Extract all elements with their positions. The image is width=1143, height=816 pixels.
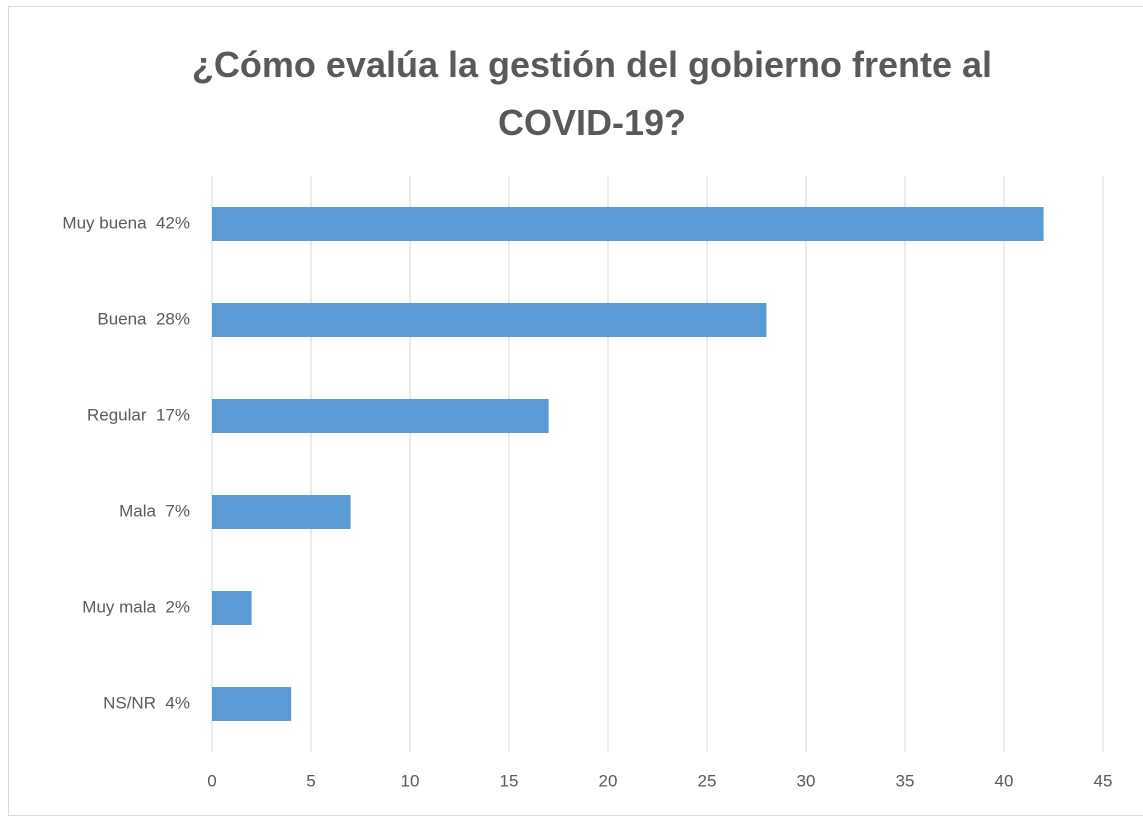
- bar: [212, 687, 292, 721]
- chart-title: ¿Cómo evalúa la gestión del gobierno fre…: [191, 44, 993, 143]
- bar: [212, 591, 252, 625]
- x-tick-label: 15: [500, 771, 519, 790]
- y-tick-label: Mala 7%: [119, 501, 190, 520]
- x-tick-label: 45: [1094, 771, 1113, 790]
- bar: [212, 303, 767, 337]
- x-tick-label: 25: [698, 771, 717, 790]
- y-tick-label: Regular 17%: [87, 405, 190, 424]
- y-tick-label: Muy buena 42%: [62, 213, 190, 232]
- x-tick-label: 20: [599, 771, 618, 790]
- x-tick-label: 0: [207, 771, 216, 790]
- x-tick-label: 5: [306, 771, 315, 790]
- bar: [212, 495, 351, 529]
- bar: [212, 207, 1044, 241]
- x-tick-label: 35: [896, 771, 915, 790]
- bar: [212, 399, 549, 433]
- y-tick-label: Buena 28%: [97, 309, 190, 328]
- x-tick-label: 40: [995, 771, 1014, 790]
- x-tick-label: 30: [797, 771, 816, 790]
- y-tick-label: NS/NR 4%: [103, 693, 190, 712]
- x-tick-label: 10: [401, 771, 420, 790]
- y-tick-label: Muy mala 2%: [82, 597, 190, 616]
